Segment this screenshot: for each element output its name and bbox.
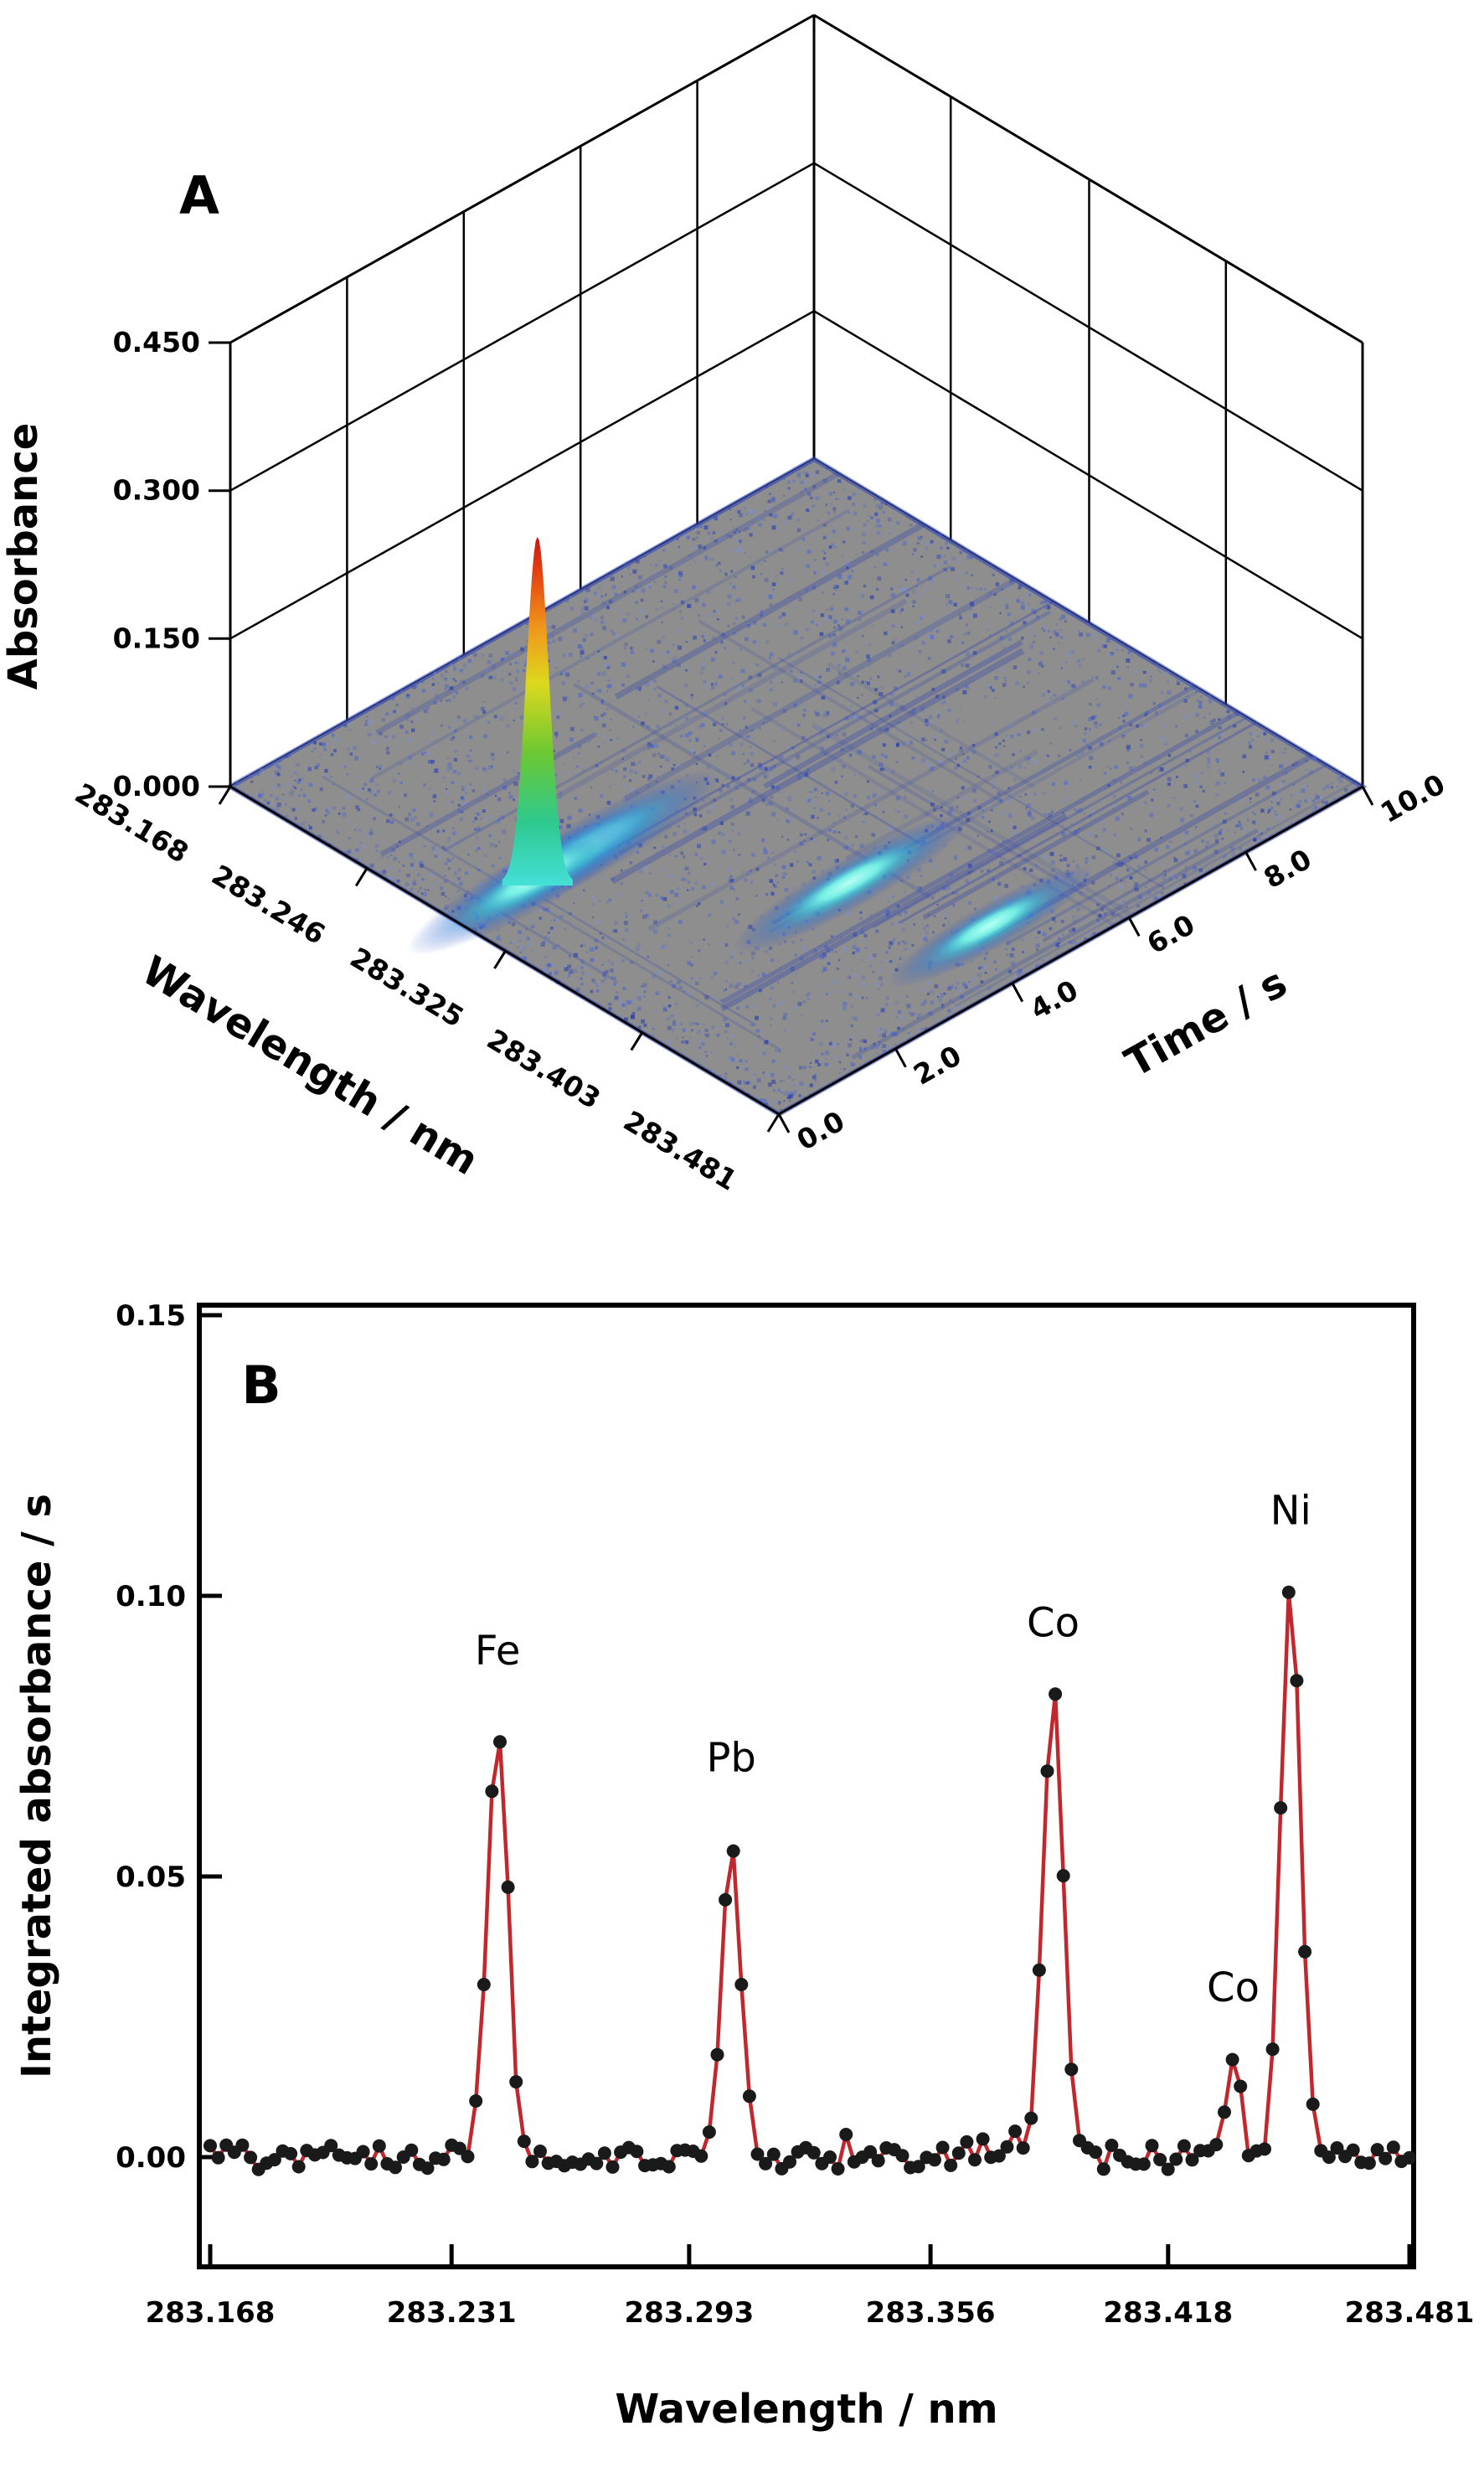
streak-wavelength [827,662,1035,788]
panel-a-3d-surface-plot: 0.0000.1500.3000.450283.168283.246283.32… [0,13,1451,1197]
absorbance-axis-title: Absorbance [0,423,47,690]
plot-frame [197,1303,1416,2269]
streak-wavelength [322,775,781,1051]
y-tick-label: 0.15 [116,1299,186,1333]
data-line [209,1590,1410,2171]
streak-time [322,457,816,737]
data-points [204,1585,1416,2176]
streak-time [1005,763,1327,946]
peak-label-fe: Fe [475,1628,521,1675]
time-tick-mark [1244,851,1257,871]
surface-ridge-core [933,891,1047,959]
streak-time [647,677,1095,932]
wavelength-tick-label: 283.246 [206,858,331,951]
time-tick-label: 0.0 [791,1104,850,1157]
x-tick-label: 283.231 [387,2296,517,2330]
time-tick-mark [894,1048,907,1068]
time-tick-mark [1011,982,1024,1003]
panel-b-line-plot: 0.00 0.05 0.10 0.15 283.168 283.231 283.293 283… [13,1299,1474,2433]
y-tick-label: 0.00 [116,2141,186,2175]
panel-a-label: A [179,165,219,226]
integrated-absorbance-axis-title: Integrated absorbance / s [13,1494,60,2078]
streak-wavelength [656,685,924,846]
x-tick-label: 283.481 [1345,2296,1475,2330]
streak-wavelength [867,764,1127,921]
wall-gridline-absorbance [229,310,815,640]
streak-time [845,749,1038,861]
wavelength-tick-label: 283.325 [345,941,470,1034]
peak-label-co: Co [1207,1964,1260,2011]
wall-gridline-absorbance [229,162,815,492]
wavelength-tick-mark [493,950,507,969]
x-tick-label: 283.418 [1103,2296,1233,2330]
streak-time [898,721,1257,925]
peak-label-ni: Ni [1270,1488,1311,1535]
streak-time [611,648,1025,885]
time-tick-label: 2.0 [908,1039,966,1092]
time-tick-label: 8.0 [1258,843,1317,896]
streak-wavelength [420,863,619,984]
streak-time [371,508,850,780]
absorbance-tick-label: 0.000 [113,770,200,803]
streak-wavelength [544,898,757,1027]
time-axis-line [778,785,1363,1116]
wavelength-tick-mark [354,867,368,887]
wall-gridline-absorbance [813,310,1363,640]
time-axis-title: Time / s [1117,959,1295,1087]
x-tick-label: 283.168 [146,2296,276,2330]
peak-label-co: Co [1027,1600,1080,1647]
wavelength-tick-mark [766,1113,781,1133]
time-tick-mark [1361,786,1374,806]
streak-time [614,521,925,700]
time-tick-label: 10.0 [1375,767,1451,829]
wall-gridline-absorbance [813,162,1363,492]
time-tick-label: 4.0 [1025,973,1084,1026]
wavelength-tick-mark [630,1031,644,1051]
box-edge [813,13,1363,344]
peak-label-pb: Pb [706,1734,755,1781]
streak-time [623,576,1018,802]
y-tick-label: 0.10 [116,1580,186,1613]
main-peak-spike [502,536,573,886]
panel-b-label: B [241,1355,281,1416]
x-tick-label: 283.356 [866,2296,996,2330]
x-tick-label: 283.293 [624,2296,754,2330]
streak-time [954,781,1356,1008]
streak-time [851,828,1259,1060]
box-edge [229,13,815,344]
streak-time [720,813,1068,1012]
streak-time [375,471,840,736]
wavelength-tick-mark [218,786,232,805]
time-tick-mark [1127,916,1141,937]
time-tick-label: 6.0 [1141,908,1200,961]
streak-time [872,716,1248,929]
wavelength-axis-title-3d: Wavelength / nm [134,947,487,1185]
surface-ridge-core [785,844,915,921]
absorbance-tick-label: 0.150 [113,622,200,654]
streak-time [513,598,908,823]
streak-wavelength [904,514,1163,670]
wavelength-tick-label: 283.403 [482,1023,606,1116]
y-tick-label: 0.05 [116,1861,186,1894]
streak-wavelength [698,619,1004,804]
streak-time [1042,840,1220,942]
streak-time [763,639,1023,789]
streak-time [922,789,1150,921]
streak-time [720,710,1240,1004]
line-plot-area: 0.00 0.05 0.10 0.15 283.168 283.231 283.293 283… [116,1299,1474,2330]
surface-base-plane [225,456,1368,1118]
absorbance-tick-label: 0.450 [113,326,200,359]
wavelength-axis-title-2d: Wavelength / nm [615,2386,997,2433]
absorbance-tick-label: 0.300 [113,474,200,507]
streak-wavelength [777,656,1165,890]
wavelength-tick-label: 283.481 [618,1104,743,1197]
surface-dark-streaks [322,457,1356,1060]
streak-time [379,731,597,857]
time-tick-mark [777,1113,791,1133]
